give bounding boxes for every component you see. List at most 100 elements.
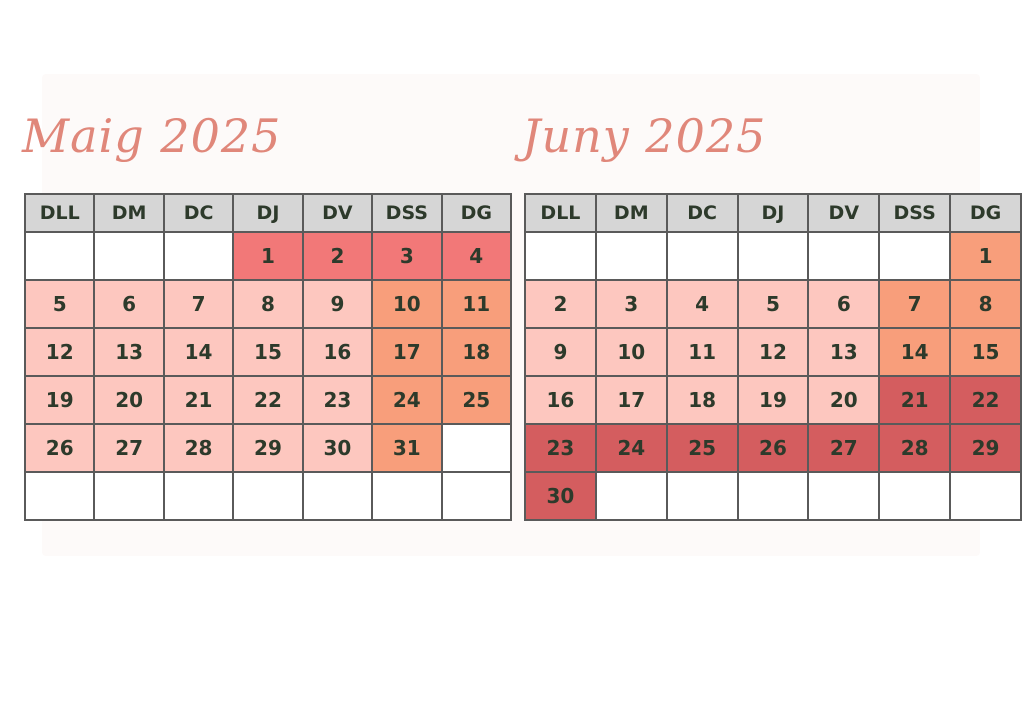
- day-cell-16: 16: [524, 375, 597, 425]
- day-cell-26: 26: [23, 423, 96, 473]
- day-cell-18: 18: [665, 375, 739, 425]
- day-cell-16: 16: [301, 327, 374, 377]
- day-cell-19: 19: [736, 375, 810, 425]
- day-cell-7: 7: [878, 279, 952, 329]
- day-cell-31: 31: [371, 423, 443, 473]
- empty-day-cell: [594, 231, 668, 281]
- day-cell-25: 25: [440, 375, 513, 425]
- calendar-grid-june: DLL DM DC DJ DV DSS DG 1 2 3 4 5 6 7 8 9 10 11 12 13 14 15 16…: [524, 193, 1022, 521]
- day-cell-22: 22: [949, 375, 1022, 425]
- day-cell-24: 24: [594, 423, 668, 473]
- day-cell-30: 30: [301, 423, 374, 473]
- day-cell-12: 12: [736, 327, 810, 377]
- day-cell-17: 17: [371, 327, 443, 377]
- day-cell-10: 10: [371, 279, 443, 329]
- empty-day-cell: [949, 471, 1022, 521]
- day-cell-11: 11: [665, 327, 739, 377]
- weekday-header-dll: DLL: [23, 193, 96, 233]
- month-title-may: Maig 2025: [22, 109, 282, 163]
- empty-day-cell: [878, 231, 952, 281]
- day-cell-14: 14: [878, 327, 952, 377]
- day-cell-25: 25: [665, 423, 739, 473]
- month-title-june: Juny 2025: [522, 109, 767, 163]
- week-row: 5 6 7 8 9 10 11: [23, 279, 513, 329]
- day-cell-29: 29: [949, 423, 1022, 473]
- empty-day-cell: [232, 471, 304, 521]
- day-cell-1: 1: [949, 231, 1022, 281]
- empty-day-cell: [371, 471, 443, 521]
- empty-day-cell: [524, 231, 597, 281]
- day-cell-2: 2: [301, 231, 374, 281]
- weekday-header-dj: DJ: [736, 193, 810, 233]
- day-cell-27: 27: [807, 423, 881, 473]
- day-cell-30: 30: [524, 471, 597, 521]
- day-cell-26: 26: [736, 423, 810, 473]
- empty-day-cell: [23, 231, 96, 281]
- day-cell-21: 21: [162, 375, 235, 425]
- weekday-header-dc: DC: [162, 193, 235, 233]
- day-cell-13: 13: [93, 327, 165, 377]
- day-cell-15: 15: [232, 327, 304, 377]
- weekday-header-dg: DG: [949, 193, 1022, 233]
- day-cell-8: 8: [232, 279, 304, 329]
- week-row: 19 20 21 22 23 24 25: [23, 375, 513, 425]
- day-cell-24: 24: [371, 375, 443, 425]
- empty-day-cell: [93, 231, 165, 281]
- day-cell-4: 4: [440, 231, 513, 281]
- empty-day-cell: [807, 471, 881, 521]
- day-cell-11: 11: [440, 279, 513, 329]
- week-row: 12 13 14 15 16 17 18: [23, 327, 513, 377]
- empty-day-cell: [93, 471, 165, 521]
- empty-day-cell: [594, 471, 668, 521]
- week-row: 23 24 25 26 27 28 29: [524, 423, 1022, 473]
- day-cell-5: 5: [736, 279, 810, 329]
- weekday-header-dj: DJ: [232, 193, 304, 233]
- day-cell-15: 15: [949, 327, 1022, 377]
- day-cell-20: 20: [807, 375, 881, 425]
- day-cell-17: 17: [594, 375, 668, 425]
- weekday-header-dm: DM: [594, 193, 668, 233]
- week-row: 16 17 18 19 20 21 22: [524, 375, 1022, 425]
- weekday-header-dss: DSS: [371, 193, 443, 233]
- empty-day-cell: [665, 231, 739, 281]
- day-cell-6: 6: [807, 279, 881, 329]
- day-cell-5: 5: [23, 279, 96, 329]
- calendar-grid-may: DLL DM DC DJ DV DSS DG 1 2 3 4 5 6 7 8 9 10 11 12 13 14 15 16…: [23, 193, 513, 521]
- week-row: 9 10 11 12 13 14 15: [524, 327, 1022, 377]
- day-cell-3: 3: [594, 279, 668, 329]
- weekday-header-dll: DLL: [524, 193, 597, 233]
- day-cell-19: 19: [23, 375, 96, 425]
- empty-day-cell: [301, 471, 374, 521]
- day-cell-27: 27: [93, 423, 165, 473]
- day-cell-9: 9: [524, 327, 597, 377]
- empty-day-cell: [807, 231, 881, 281]
- weekday-header-dv: DV: [807, 193, 881, 233]
- day-cell-2: 2: [524, 279, 597, 329]
- day-cell-29: 29: [232, 423, 304, 473]
- day-cell-23: 23: [524, 423, 597, 473]
- week-row: 1: [524, 231, 1022, 281]
- week-row: 26 27 28 29 30 31: [23, 423, 513, 473]
- day-cell-7: 7: [162, 279, 235, 329]
- weekday-header-dv: DV: [301, 193, 374, 233]
- day-cell-9: 9: [301, 279, 374, 329]
- week-row: 30: [524, 471, 1022, 521]
- day-cell-28: 28: [162, 423, 235, 473]
- empty-day-cell: [440, 423, 513, 473]
- empty-day-cell: [665, 471, 739, 521]
- weekday-header-dm: DM: [93, 193, 165, 233]
- weekday-header-dss: DSS: [878, 193, 952, 233]
- day-cell-22: 22: [232, 375, 304, 425]
- weekday-header-dc: DC: [665, 193, 739, 233]
- empty-day-cell: [23, 471, 96, 521]
- day-cell-4: 4: [665, 279, 739, 329]
- weekday-header-row: DLL DM DC DJ DV DSS DG: [524, 193, 1022, 233]
- day-cell-28: 28: [878, 423, 952, 473]
- day-cell-13: 13: [807, 327, 881, 377]
- day-cell-3: 3: [371, 231, 443, 281]
- day-cell-18: 18: [440, 327, 513, 377]
- day-cell-8: 8: [949, 279, 1022, 329]
- day-cell-14: 14: [162, 327, 235, 377]
- empty-day-cell: [736, 231, 810, 281]
